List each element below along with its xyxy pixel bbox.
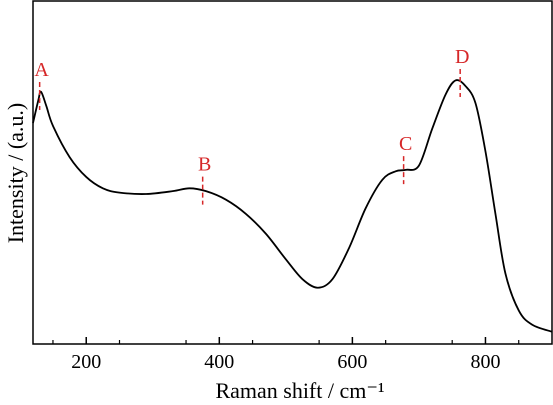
- x-axis-tick-labels: 200 400 600 800: [71, 351, 500, 373]
- y-axis-label: Intensity / (a.u.): [3, 103, 28, 244]
- peak-label: B: [198, 154, 211, 176]
- x-tick-label-400: 400: [204, 351, 234, 373]
- x-axis-ticks: [52, 337, 520, 344]
- x-tick-label-800: 800: [470, 351, 500, 373]
- peak-annotations: A B C D: [34, 46, 469, 205]
- peak-marker-a: A: [34, 59, 49, 111]
- spectrum-line: [32, 79, 553, 333]
- x-axis-label: Raman shift / cm⁻¹: [215, 378, 384, 403]
- peak-marker-b: B: [198, 154, 211, 205]
- x-tick-label-600: 600: [337, 351, 367, 373]
- x-tick-label-200: 200: [71, 351, 101, 373]
- peak-label: C: [399, 133, 412, 155]
- peak-label: A: [34, 59, 49, 81]
- peak-marker-d: D: [455, 46, 469, 98]
- plot-frame: [32, 0, 553, 345]
- peak-label: D: [455, 46, 469, 68]
- peak-marker-c: C: [399, 133, 412, 185]
